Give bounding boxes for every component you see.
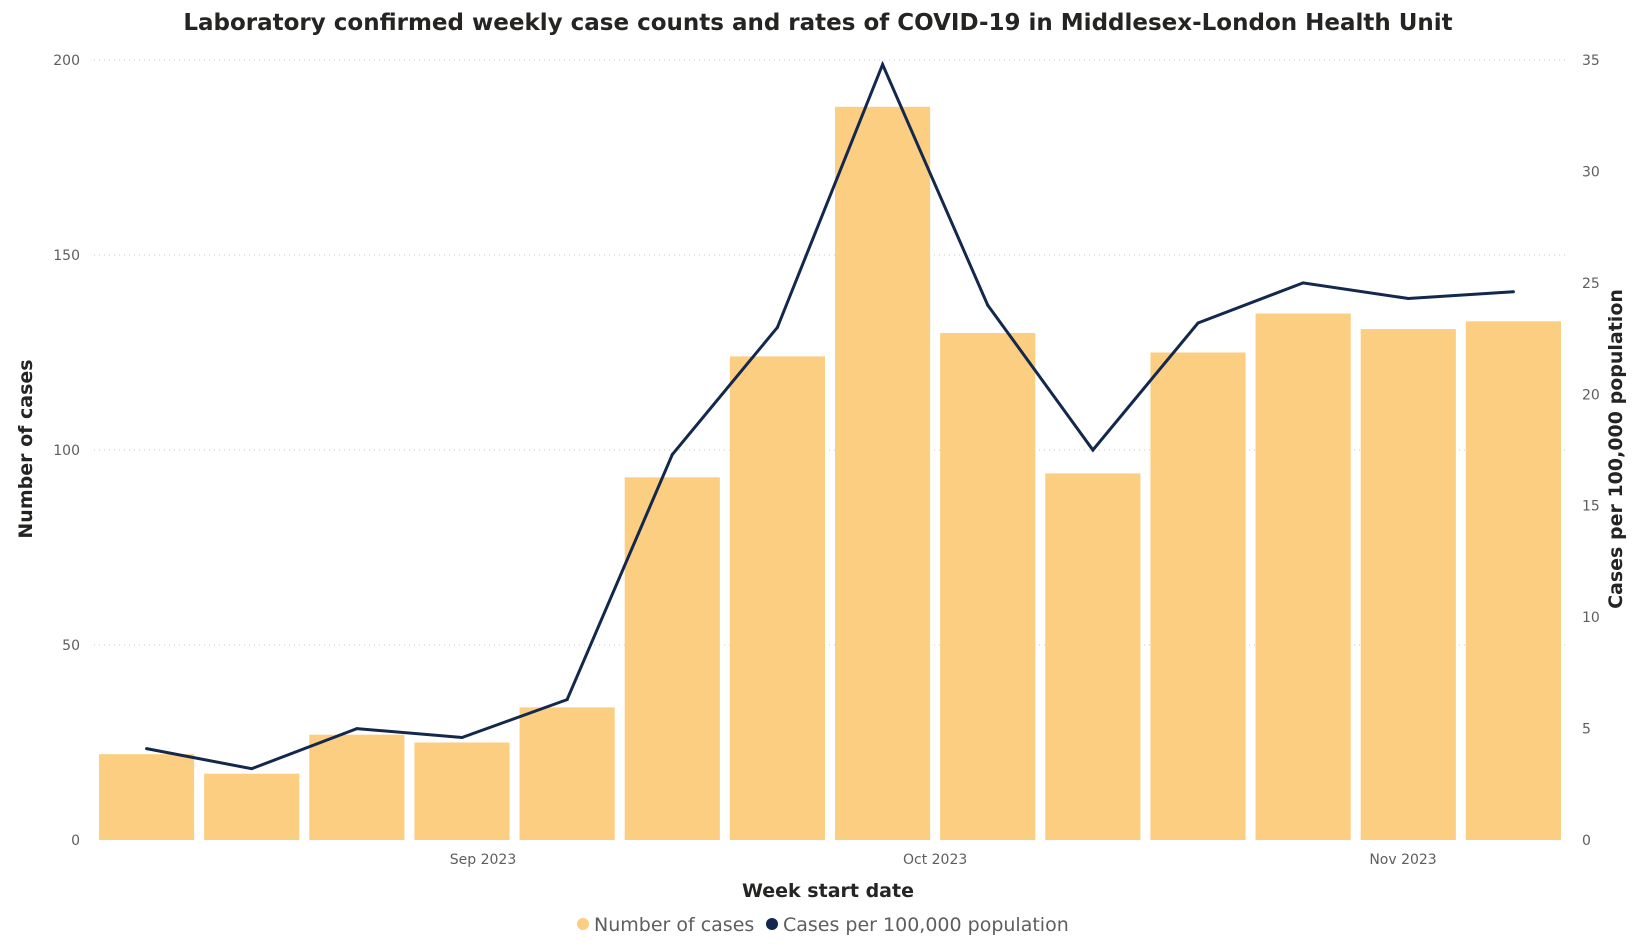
y2-tick-label: 35: [1582, 53, 1600, 69]
bar: [835, 106, 931, 841]
y-tick-label: 100: [53, 443, 80, 459]
right-y-axis: 0 5 10 15 20 25 30 35: [1582, 53, 1600, 849]
y-tick-label: 50: [62, 638, 80, 654]
rate-point: [1511, 290, 1515, 294]
legend-label-cases: Number of cases: [594, 914, 754, 936]
y-tick-label: 150: [53, 248, 80, 264]
bar-series: [99, 106, 1561, 841]
y-tick-label: 200: [53, 53, 80, 69]
rate-point: [250, 767, 254, 771]
x-axis-title: Week start date: [742, 880, 914, 902]
x-tick-label: Nov 2023: [1369, 852, 1436, 868]
rate-point: [670, 452, 674, 456]
bar: [940, 333, 1036, 840]
rate-point: [1406, 296, 1410, 300]
y2-axis-title: Cases per 100,000 population: [1605, 289, 1627, 609]
left-y-axis: 0 50 100 150 200: [53, 53, 80, 849]
rate-point: [355, 727, 359, 731]
rate-point: [460, 735, 464, 739]
line-series: [145, 60, 1515, 771]
y2-tick-label: 25: [1582, 276, 1600, 292]
bar: [729, 356, 825, 840]
chart-title: Laboratory confirmed weekly case counts …: [183, 10, 1452, 36]
y2-tick-label: 30: [1582, 164, 1600, 180]
x-tick-label: Oct 2023: [903, 852, 967, 868]
rate-point: [881, 62, 885, 66]
bar: [1150, 352, 1246, 840]
bar: [99, 754, 195, 840]
y2-tick-label: 0: [1582, 833, 1591, 849]
legend-label-rate: Cases per 100,000 population: [783, 914, 1069, 936]
gridlines: [94, 59, 1566, 646]
bar: [1255, 313, 1351, 840]
rate-line: [146, 60, 1514, 771]
rate-point: [1091, 448, 1095, 452]
rate-point: [1301, 281, 1305, 285]
y2-tick-label: 15: [1582, 499, 1600, 515]
y2-tick-label: 5: [1582, 722, 1591, 738]
x-tick-label: Sep 2023: [450, 852, 516, 868]
bar: [519, 707, 615, 840]
bar: [204, 773, 300, 840]
bar: [309, 734, 405, 840]
legend-swatch-cases: [577, 918, 589, 930]
bar: [414, 742, 510, 840]
bar: [1465, 321, 1561, 840]
bar: [1360, 329, 1456, 840]
y2-tick-label: 20: [1582, 387, 1600, 403]
legend-swatch-rate: [766, 918, 778, 930]
x-axis: Sep 2023 Oct 2023 Nov 2023: [450, 852, 1437, 868]
rate-point: [1196, 321, 1200, 325]
rate-point: [145, 747, 149, 751]
rate-point: [986, 303, 990, 307]
bar: [1045, 473, 1141, 840]
y2-tick-label: 10: [1582, 610, 1600, 626]
rate-point: [775, 325, 779, 329]
y-axis-title: Number of cases: [15, 359, 37, 538]
y-tick-label: 0: [71, 833, 80, 849]
legend: Number of cases Cases per 100,000 popula…: [577, 914, 1069, 936]
bar: [624, 477, 720, 840]
rate-point: [565, 698, 569, 702]
